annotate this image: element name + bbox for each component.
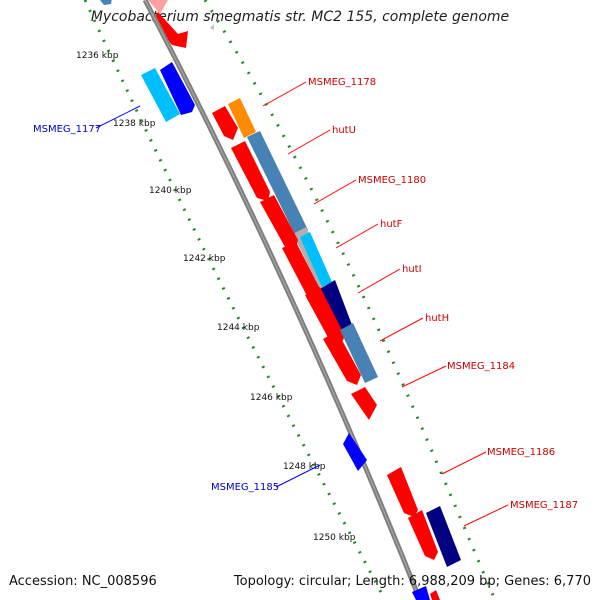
map-title: Mycobacterium smegmatis str. MC2 155, co… bbox=[90, 9, 510, 25]
gene-arrow-huth[interactable] bbox=[340, 323, 378, 383]
tick-label: 1248 kbp bbox=[283, 462, 326, 472]
gene-label-hutu[interactable]: hutU bbox=[332, 125, 356, 136]
gene-labels: MSMEG_1178 hutU MSMEG_1180 hutF hutI hut… bbox=[33, 77, 578, 511]
tick-label: 1236 kbp bbox=[76, 51, 119, 61]
steelblue-gene-arrow[interactable] bbox=[100, 0, 112, 5]
gene-label-msmeg-1177[interactable]: MSMEG_1177 bbox=[33, 124, 101, 135]
genome-backbone bbox=[142, 0, 423, 600]
gene-arrow-3[interactable] bbox=[260, 195, 298, 250]
tick-ring-inner bbox=[203, 0, 497, 600]
gene-arrow-4[interactable] bbox=[282, 242, 320, 298]
gene-arrow-msmeg-1187[interactable] bbox=[408, 510, 438, 560]
leader-line bbox=[262, 81, 307, 107]
gene-label-msmeg-1185[interactable]: MSMEG_1185 bbox=[211, 482, 279, 493]
label-leaders bbox=[95, 81, 509, 527]
genome-stats-label: Topology: circular; Length: 6,988,209 bp… bbox=[233, 574, 591, 589]
gene-arrow-msmeg-1177[interactable] bbox=[141, 68, 180, 122]
gene-label-msmeg-1184[interactable]: MSMEG_1184 bbox=[447, 361, 515, 372]
gene-label-msmeg-1186[interactable]: MSMEG_1186 bbox=[487, 447, 555, 458]
gene-arrow-bottom-blue[interactable] bbox=[412, 586, 430, 600]
gene-arrow-msmeg-1186[interactable] bbox=[387, 467, 418, 517]
gene-arrow-bottom-red[interactable] bbox=[430, 590, 440, 600]
gene-arrow-top[interactable] bbox=[152, 12, 188, 48]
leader-line bbox=[441, 451, 487, 475]
gene-arrow-hutu[interactable] bbox=[247, 131, 308, 237]
leader-line bbox=[335, 223, 379, 249]
tick-label: 1250 kbp bbox=[313, 533, 356, 543]
gene-label-msmeg-1187[interactable]: MSMEG_1187 bbox=[510, 500, 578, 511]
gene-arrow-msmeg-1184[interactable] bbox=[351, 387, 377, 420]
tick-label: 1244 kbp bbox=[217, 323, 260, 333]
gene-arrow-blue-1[interactable] bbox=[160, 62, 195, 115]
gene-arrow-5[interactable] bbox=[305, 287, 345, 346]
tick-ring-outer bbox=[83, 0, 387, 600]
leader-line bbox=[401, 365, 447, 388]
gene-arrow-2[interactable] bbox=[231, 141, 270, 201]
leader-line bbox=[313, 179, 357, 205]
tick-labels: 1236 kbp 1238 kbp 1240 kbp 1242 kbp 1244… bbox=[76, 51, 356, 543]
reverse-strand-genes bbox=[141, 62, 367, 471]
gray-feature bbox=[210, 24, 214, 30]
top-feature-group bbox=[100, 0, 214, 48]
gene-arrow-6[interactable] bbox=[323, 331, 361, 385]
tick-label: 1246 kbp bbox=[250, 393, 293, 403]
backbone-highlight bbox=[144, 0, 421, 600]
leader-line bbox=[379, 317, 424, 342]
leader-line bbox=[287, 129, 331, 155]
gene-label-msmeg-1180[interactable]: MSMEG_1180 bbox=[358, 175, 426, 186]
gene-arrow-1[interactable] bbox=[212, 106, 238, 140]
gene-arrow-hutf[interactable] bbox=[300, 232, 332, 287]
gene-arrow-huti[interactable] bbox=[320, 280, 352, 333]
gene-arrow-msmeg-1185[interactable] bbox=[343, 433, 367, 471]
leader-line bbox=[357, 268, 401, 294]
leader-line bbox=[463, 504, 509, 527]
leader-line bbox=[275, 464, 321, 488]
gene-label-hutf[interactable]: hutF bbox=[380, 219, 403, 230]
gene-label-huth[interactable]: hutH bbox=[425, 313, 449, 324]
accession-label: Accession: NC_008596 bbox=[9, 574, 157, 589]
tick-label: 1238 kbp bbox=[113, 119, 156, 129]
leader-line bbox=[95, 105, 141, 129]
gene-label-huti[interactable]: hutI bbox=[402, 264, 422, 275]
gene-arrow-msmeg-1178[interactable] bbox=[228, 98, 256, 138]
gene-arrow-navy-2[interactable] bbox=[426, 506, 461, 567]
gene-label-msmeg-1178[interactable]: MSMEG_1178 bbox=[308, 77, 376, 88]
gene-arrow-top-faint[interactable] bbox=[148, 0, 168, 14]
tick-label: 1242 kbp bbox=[183, 254, 226, 264]
forward-strand-genes bbox=[212, 98, 461, 600]
tick-label: 1240 kbp bbox=[149, 186, 192, 196]
